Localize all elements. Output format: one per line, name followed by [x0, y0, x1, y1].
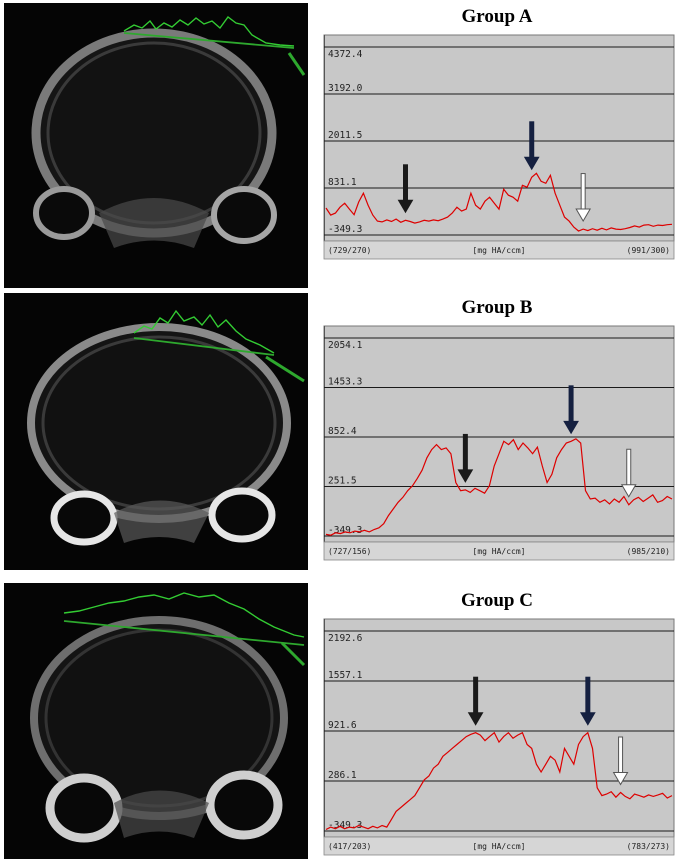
footer-left-a: (729/270) — [328, 246, 371, 255]
chart-title-a: Group A — [461, 6, 533, 27]
arrow-marker-a-2 — [575, 173, 592, 223]
y-tick-label-c-0: 2192.6 — [328, 633, 363, 644]
y-tick-label-a-3: 831.1 — [328, 177, 357, 188]
footer-unit-c: [mg HA/ccm] — [473, 842, 526, 851]
arrow-marker-c-2 — [612, 736, 629, 786]
y-tick-label-c-3: 286.1 — [328, 770, 357, 781]
y-tick-label-c-1: 1557.1 — [328, 670, 363, 681]
plot-area-b — [323, 325, 675, 543]
plot-area-c — [323, 618, 675, 838]
plot-area-a — [323, 34, 675, 242]
ct-scan-image-a — [4, 3, 308, 288]
footer-right-b: (985/210) — [627, 547, 670, 556]
footer-right-a: (991/300) — [627, 246, 670, 255]
y-tick-label-a-1: 3192.0 — [328, 83, 363, 94]
y-tick-label-a-4: -349.3 — [328, 224, 362, 235]
footer-unit-b: [mg HA/ccm] — [473, 547, 526, 556]
chart-title-b: Group B — [461, 297, 533, 318]
chart-group-b: 2054.1 1453.3 852.4 251.5 -349.3 (727/156) [mg… — [318, 324, 676, 564]
chart-title-c: Group C — [461, 590, 533, 611]
arrow-marker-b-2 — [620, 448, 637, 498]
ct-scan-image-b — [4, 293, 308, 570]
y-tick-label-b-2: 852.4 — [328, 426, 357, 437]
series-line-a-0 — [325, 172, 673, 232]
y-tick-label-b-1: 1453.3 — [328, 376, 362, 387]
arrow-marker-a-1 — [523, 121, 540, 171]
y-tick-label-c-4: -349.3 — [328, 820, 362, 831]
footer-unit-a: [mg HA/ccm] — [473, 246, 526, 255]
ct-scan-image-c — [4, 583, 308, 859]
series-line-b-0 — [325, 438, 673, 536]
arrow-marker-c-1 — [579, 676, 596, 726]
footer-left-c: (417/203) — [328, 842, 371, 851]
y-tick-label-c-2: 921.6 — [328, 720, 357, 731]
arrow-marker-c-0 — [467, 676, 484, 726]
arrow-marker-b-0 — [457, 433, 474, 483]
arrow-marker-b-1 — [563, 385, 579, 435]
y-tick-label-b-4: -349.3 — [328, 525, 362, 536]
y-tick-label-a-2: 2011.5 — [328, 130, 362, 141]
chart-group-c: 2192.6 1557.1 921.6 286.1 -349.3 (417/203) [mg… — [318, 617, 676, 859]
y-tick-label-b-0: 2054.1 — [328, 340, 363, 351]
y-tick-label-a-0: 4372.4 — [328, 49, 363, 60]
series-line-c-0 — [325, 731, 673, 831]
arrow-marker-a-0 — [397, 164, 414, 214]
footer-right-c: (783/273) — [627, 842, 670, 851]
y-tick-label-b-3: 251.5 — [328, 476, 357, 487]
chart-group-a: 4372.4 3192.0 2011.5 831.1 -349.3 (729/270) [m… — [318, 33, 676, 263]
footer-left-b: (727/156) — [328, 547, 371, 556]
